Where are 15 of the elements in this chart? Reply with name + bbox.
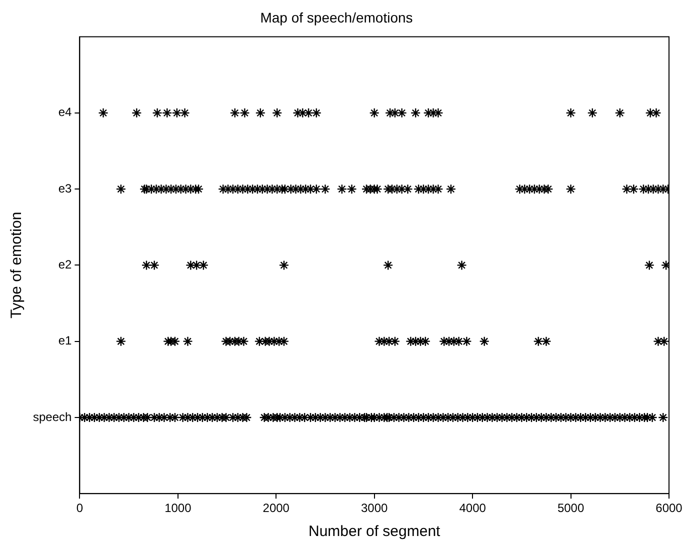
chart-title: Map of speech/emotions — [260, 9, 413, 26]
y-tick-label: e3 — [58, 181, 72, 196]
y-tick-label: e4 — [58, 105, 72, 120]
x-tick-label: 5000 — [557, 501, 584, 516]
x-tick-label: 2000 — [262, 501, 290, 516]
x-tick-label: 0 — [76, 501, 84, 516]
x-axis-title: Number of segment — [308, 523, 442, 540]
y-tick-label: e2 — [58, 258, 72, 272]
x-tick-label: 1000 — [164, 501, 192, 516]
y-tick-label: speech — [32, 410, 72, 424]
y-axis-title: Type of emotion — [8, 212, 26, 319]
x-tick-label: 4000 — [459, 501, 486, 516]
y-tick-label: e1 — [58, 334, 72, 348]
x-tick-label: 3000 — [360, 501, 388, 516]
x-tick-label: 6000 — [656, 501, 683, 516]
